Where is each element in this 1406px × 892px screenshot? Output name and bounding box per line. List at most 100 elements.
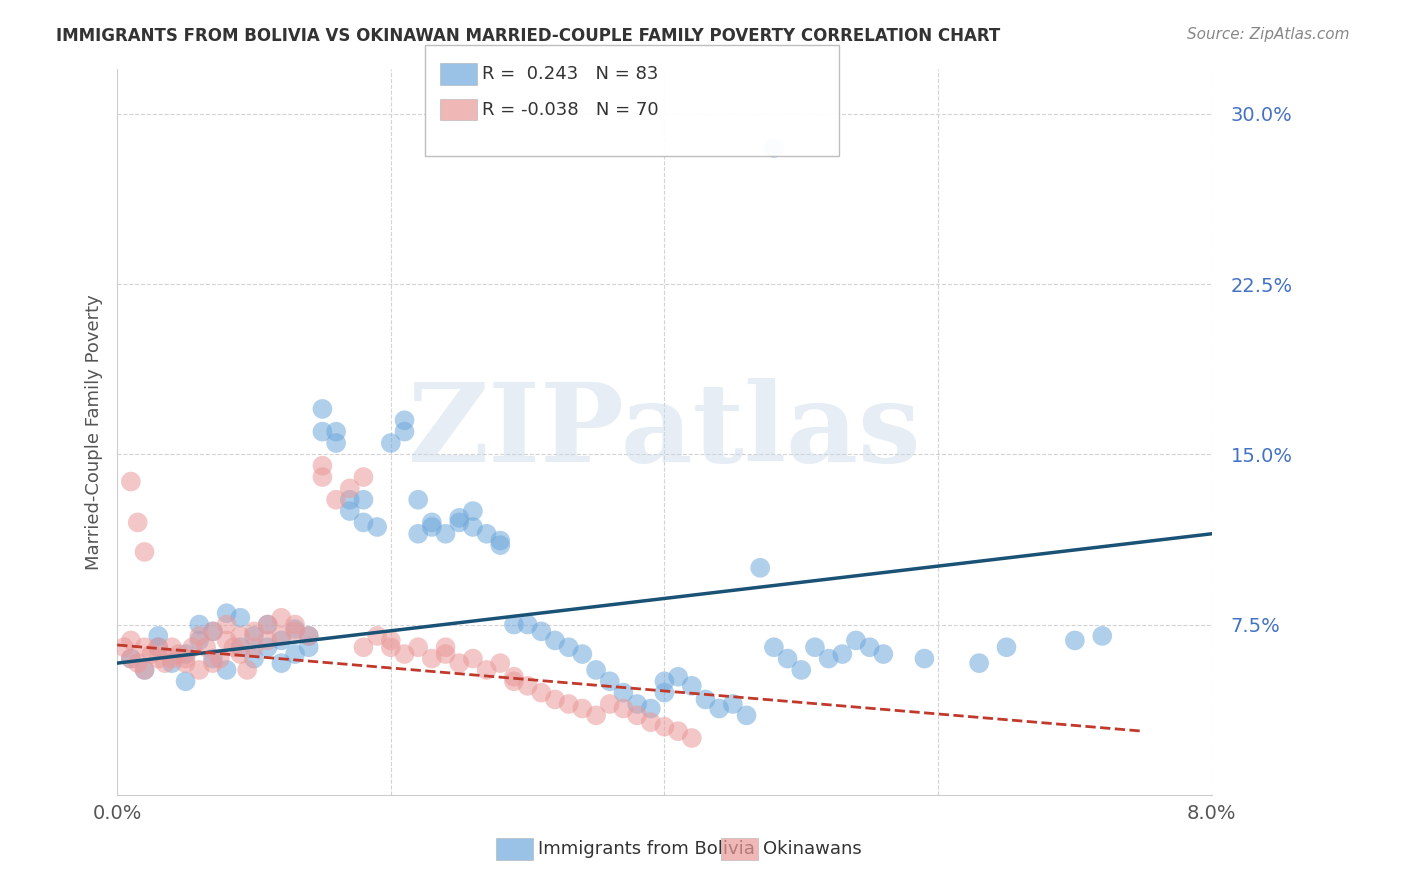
Point (160, 656, 183, 670)
Point (489, 538, 512, 552)
Point (516, 617, 538, 632)
Point (256, 617, 278, 632)
Point (284, 624, 307, 639)
Point (762, 141, 785, 155)
Point (461, 520, 484, 534)
Point (776, 651, 799, 665)
Point (406, 526, 429, 541)
Point (174, 651, 197, 665)
Point (284, 647, 307, 661)
Point (256, 640, 278, 655)
Point (571, 701, 593, 715)
Point (201, 651, 224, 665)
Point (127, 656, 149, 670)
Point (353, 470, 375, 484)
Point (394, 425, 416, 439)
Point (449, 516, 471, 530)
Point (188, 629, 211, 643)
Point (201, 624, 224, 639)
Point (153, 656, 176, 670)
Point (134, 663, 156, 677)
Point (912, 651, 935, 665)
Point (120, 633, 142, 648)
Point (201, 656, 224, 670)
Point (831, 647, 853, 661)
Point (666, 670, 689, 684)
Point (148, 640, 170, 655)
Point (394, 413, 416, 427)
Point (270, 633, 292, 648)
Point (134, 640, 156, 655)
Point (215, 606, 238, 620)
Point (134, 663, 156, 677)
Point (339, 482, 361, 496)
Point (380, 640, 402, 655)
Point (160, 640, 183, 655)
Point (612, 701, 634, 715)
Point (366, 629, 388, 643)
Point (461, 651, 484, 665)
Point (530, 685, 553, 699)
Point (325, 425, 347, 439)
Point (503, 674, 526, 689)
Point (681, 679, 703, 693)
Text: Okinawans: Okinawans (763, 840, 862, 858)
Point (544, 692, 567, 706)
Point (208, 651, 231, 665)
Point (298, 640, 321, 655)
Point (298, 629, 321, 643)
Point (406, 492, 429, 507)
Point (174, 656, 197, 670)
Point (270, 656, 292, 670)
Point (434, 647, 457, 661)
Point (353, 492, 375, 507)
Point (599, 697, 621, 711)
Text: R =  0.243   N = 83: R = 0.243 N = 83 (482, 65, 658, 83)
Point (859, 640, 882, 655)
Point (311, 470, 333, 484)
Point (681, 731, 703, 745)
Point (284, 617, 307, 632)
Point (174, 674, 197, 689)
Point (174, 647, 197, 661)
Point (188, 663, 211, 677)
Point (380, 633, 402, 648)
Point (489, 533, 512, 548)
Point (995, 640, 1018, 655)
Point (229, 640, 252, 655)
Point (353, 640, 375, 655)
Point (434, 526, 457, 541)
Point (1091, 629, 1114, 643)
Point (449, 511, 471, 525)
Text: R = -0.038   N = 70: R = -0.038 N = 70 (482, 101, 659, 119)
Point (654, 685, 676, 699)
Point (666, 724, 689, 739)
Point (325, 492, 347, 507)
Point (201, 624, 224, 639)
Point (516, 679, 538, 693)
Point (195, 640, 218, 655)
Point (640, 701, 662, 715)
Point (503, 617, 526, 632)
Point (188, 633, 211, 648)
Point (709, 701, 731, 715)
Point (626, 708, 648, 723)
Point (148, 651, 170, 665)
Point (120, 651, 142, 665)
Point (243, 624, 266, 639)
Point (256, 633, 278, 648)
Point (790, 663, 813, 677)
Point (256, 617, 278, 632)
Point (695, 692, 717, 706)
Point (127, 516, 149, 530)
Point (394, 647, 416, 661)
Point (215, 663, 238, 677)
Point (804, 640, 827, 655)
Point (721, 697, 744, 711)
Point (311, 425, 333, 439)
Point (120, 475, 142, 489)
Point (181, 640, 204, 655)
Point (167, 647, 190, 661)
Point (735, 708, 758, 723)
Point (229, 629, 252, 643)
